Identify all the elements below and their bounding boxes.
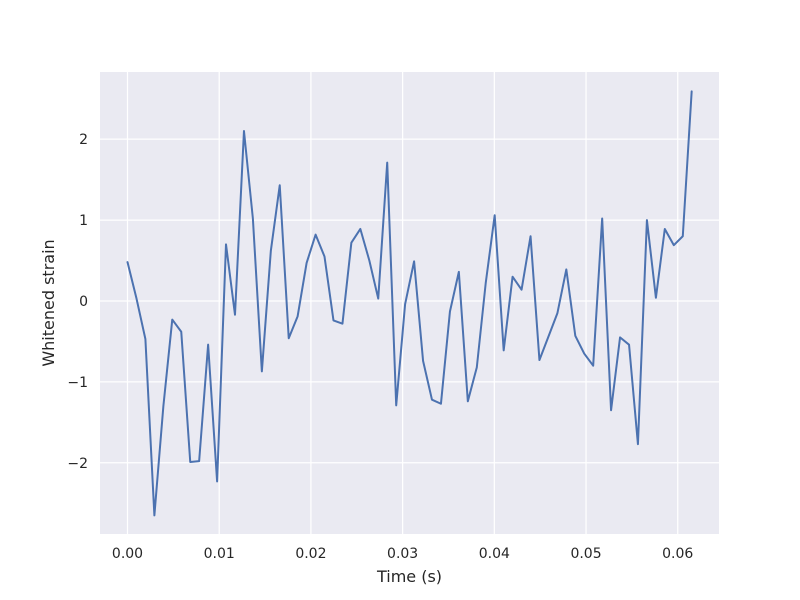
series-group	[126, 90, 693, 517]
x-tick-label: 0.00	[112, 546, 143, 562]
y-tick-label: −1	[67, 375, 88, 391]
y-tick-label: 1	[79, 213, 88, 229]
plot-area	[100, 72, 719, 534]
y-axis: −2 −1 0 1 2	[67, 132, 88, 472]
y-axis-label: Whitened strain	[39, 239, 58, 366]
y-tick-label: 0	[79, 294, 88, 310]
x-tick-label: 0.01	[204, 546, 235, 562]
x-tick-label: 0.02	[295, 546, 326, 562]
y-tick-label: −2	[67, 456, 88, 472]
x-tick-label: 0.03	[387, 546, 418, 562]
y-tick-label: 2	[79, 132, 88, 148]
x-tick-label: 0.05	[570, 546, 601, 562]
grid	[100, 72, 719, 534]
x-axis: 0.00 0.01 0.02 0.03 0.04 0.05 0.06	[112, 546, 693, 562]
x-tick-label: 0.04	[479, 546, 510, 562]
series-line	[126, 90, 693, 517]
x-axis-label: Time (s)	[376, 567, 442, 586]
x-tick-label: 0.06	[662, 546, 693, 562]
